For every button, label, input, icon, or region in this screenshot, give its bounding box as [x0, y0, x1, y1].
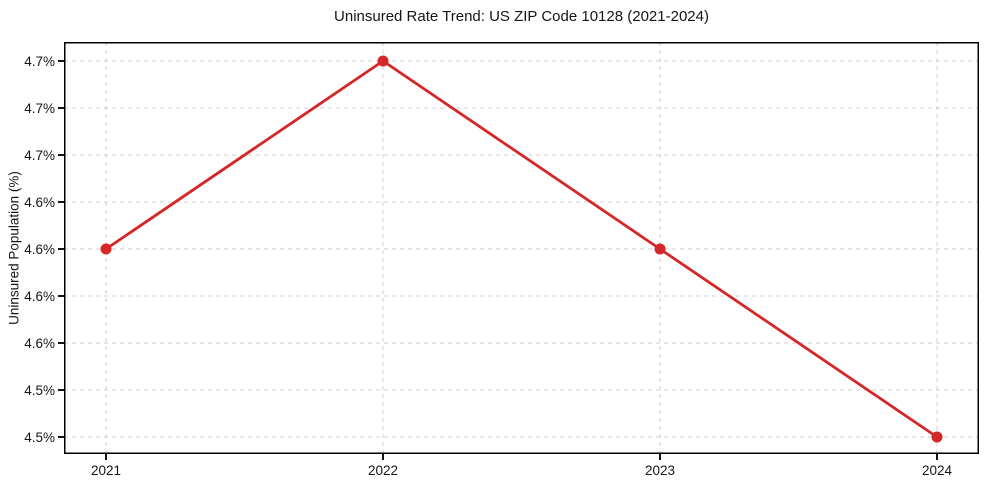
y-tick-label: 4.6% — [24, 335, 55, 351]
y-tick-mark — [58, 248, 64, 250]
chart-title: Uninsured Rate Trend: US ZIP Code 10128 … — [334, 8, 709, 25]
x-tick-label: 2023 — [644, 463, 676, 478]
y-tick-label: 4.5% — [24, 429, 55, 445]
data-point-2022 — [377, 55, 389, 67]
y-tick-mark — [58, 436, 64, 438]
y-tick-label: 4.5% — [24, 382, 55, 398]
y-tick-mark — [58, 389, 64, 391]
x-tick-mark — [659, 454, 661, 460]
x-tick-mark — [105, 454, 107, 460]
y-tick-label: 4.6% — [24, 288, 55, 304]
y-tick-mark — [58, 107, 64, 109]
plot-area — [64, 42, 979, 454]
y-tick-mark — [58, 60, 64, 62]
x-tick-label: 2024 — [921, 463, 953, 478]
y-tick-mark — [58, 342, 64, 344]
x-tick-label: 2022 — [367, 463, 399, 478]
plot-area-svg — [64, 42, 979, 454]
y-tick-mark — [58, 295, 64, 297]
y-tick-label: 4.6% — [24, 241, 55, 257]
x-tick-label: 2021 — [90, 463, 122, 478]
y-tick-label: 4.7% — [24, 100, 55, 116]
y-tick-label: 4.7% — [24, 147, 55, 163]
x-tick-mark — [382, 454, 384, 460]
y-tick-mark — [58, 154, 64, 156]
data-point-2024 — [931, 431, 943, 443]
plot-border — [64, 42, 979, 454]
y-tick-label: 4.6% — [24, 194, 55, 210]
trend-line — [104, 59, 939, 439]
x-tick-mark — [936, 454, 938, 460]
y-tick-mark — [58, 201, 64, 203]
data-point-2021 — [100, 243, 112, 255]
y-tick-label: 4.7% — [24, 53, 55, 69]
data-point-2023 — [654, 243, 666, 255]
